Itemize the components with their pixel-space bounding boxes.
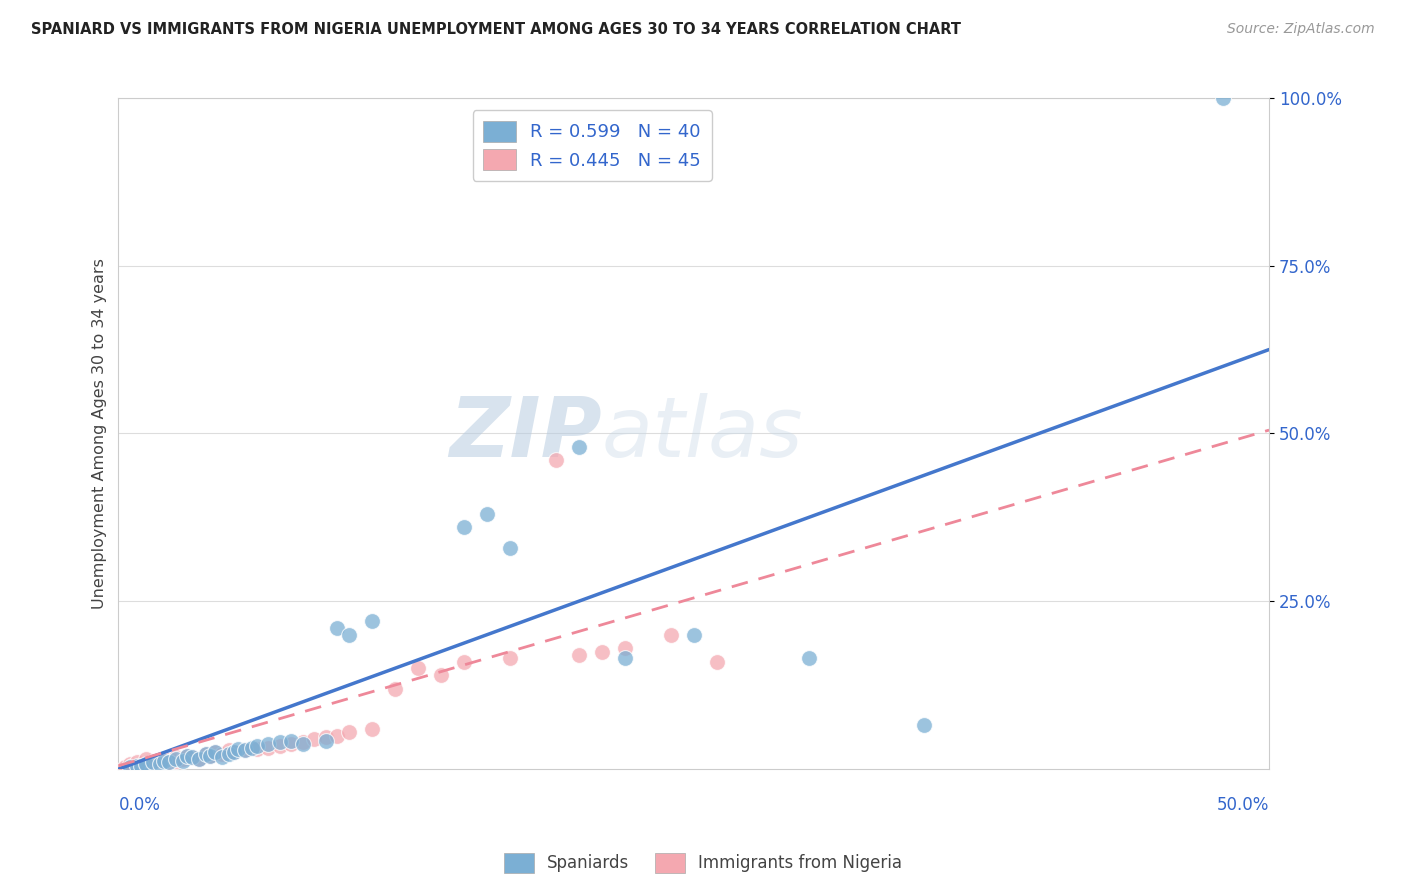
Point xyxy=(226,742,249,756)
Point xyxy=(257,740,280,755)
Point xyxy=(114,760,136,774)
Point xyxy=(706,655,728,669)
Legend: R = 0.599   N = 40, R = 0.445   N = 45: R = 0.599 N = 40, R = 0.445 N = 45 xyxy=(472,111,711,181)
Point xyxy=(204,745,226,759)
Point xyxy=(153,754,176,768)
Point xyxy=(153,752,176,766)
Point xyxy=(1212,91,1234,105)
Point xyxy=(498,651,520,665)
Legend: Spaniards, Immigrants from Nigeria: Spaniards, Immigrants from Nigeria xyxy=(498,847,908,880)
Text: 0.0%: 0.0% xyxy=(118,796,160,814)
Point xyxy=(149,756,172,771)
Point xyxy=(165,752,187,766)
Text: ZIP: ZIP xyxy=(449,393,602,474)
Point xyxy=(591,645,613,659)
Point xyxy=(337,628,360,642)
Point xyxy=(135,756,157,771)
Point xyxy=(233,743,256,757)
Point xyxy=(291,737,314,751)
Point xyxy=(176,748,198,763)
Point xyxy=(131,758,153,772)
Point xyxy=(280,737,302,751)
Point xyxy=(222,745,245,759)
Point xyxy=(568,440,591,454)
Point xyxy=(269,735,291,749)
Point xyxy=(326,621,349,635)
Point xyxy=(211,747,233,762)
Point xyxy=(157,756,180,770)
Point xyxy=(291,735,314,749)
Point xyxy=(218,747,240,762)
Point xyxy=(315,730,337,744)
Point xyxy=(165,754,187,768)
Point xyxy=(142,756,165,770)
Point xyxy=(360,722,382,736)
Point xyxy=(157,756,180,770)
Point xyxy=(118,756,141,771)
Text: 50.0%: 50.0% xyxy=(1216,796,1270,814)
Point xyxy=(406,661,429,675)
Point xyxy=(125,758,148,772)
Point xyxy=(544,453,567,467)
Point xyxy=(118,760,141,774)
Point xyxy=(613,651,636,665)
Point xyxy=(172,752,194,766)
Text: Source: ZipAtlas.com: Source: ZipAtlas.com xyxy=(1227,22,1375,37)
Point xyxy=(269,739,291,753)
Point xyxy=(131,758,153,772)
Point xyxy=(245,742,267,756)
Y-axis label: Unemployment Among Ages 30 to 34 years: Unemployment Among Ages 30 to 34 years xyxy=(93,258,107,609)
Text: atlas: atlas xyxy=(602,393,803,474)
Point xyxy=(176,748,198,763)
Point xyxy=(181,750,204,764)
Point xyxy=(181,750,204,764)
Point xyxy=(568,648,591,662)
Point xyxy=(337,725,360,739)
Point xyxy=(429,668,451,682)
Point xyxy=(257,737,280,751)
Point xyxy=(475,507,498,521)
Point xyxy=(384,681,406,696)
Point xyxy=(682,628,704,642)
Point xyxy=(200,748,222,763)
Point xyxy=(245,739,267,753)
Point xyxy=(498,541,520,555)
Point xyxy=(149,754,172,768)
Point xyxy=(218,743,240,757)
Point xyxy=(188,752,211,766)
Point xyxy=(142,756,165,770)
Point xyxy=(194,747,217,762)
Point xyxy=(125,756,148,770)
Point xyxy=(135,752,157,766)
Point xyxy=(165,750,187,764)
Point xyxy=(121,758,143,772)
Point xyxy=(188,752,211,766)
Point xyxy=(172,754,194,768)
Point xyxy=(135,756,157,771)
Point xyxy=(315,734,337,748)
Point xyxy=(912,718,935,732)
Point xyxy=(240,740,263,755)
Point xyxy=(222,745,245,759)
Point xyxy=(613,641,636,656)
Point xyxy=(797,651,820,665)
Point xyxy=(302,731,325,746)
Point xyxy=(194,747,217,762)
Point xyxy=(204,745,226,759)
Point xyxy=(453,520,475,534)
Point xyxy=(233,743,256,757)
Point xyxy=(360,615,382,629)
Point xyxy=(326,729,349,743)
Point xyxy=(659,628,682,642)
Point xyxy=(453,655,475,669)
Point xyxy=(200,748,222,763)
Text: SPANIARD VS IMMIGRANTS FROM NIGERIA UNEMPLOYMENT AMONG AGES 30 TO 34 YEARS CORRE: SPANIARD VS IMMIGRANTS FROM NIGERIA UNEM… xyxy=(31,22,960,37)
Point xyxy=(280,734,302,748)
Point xyxy=(211,750,233,764)
